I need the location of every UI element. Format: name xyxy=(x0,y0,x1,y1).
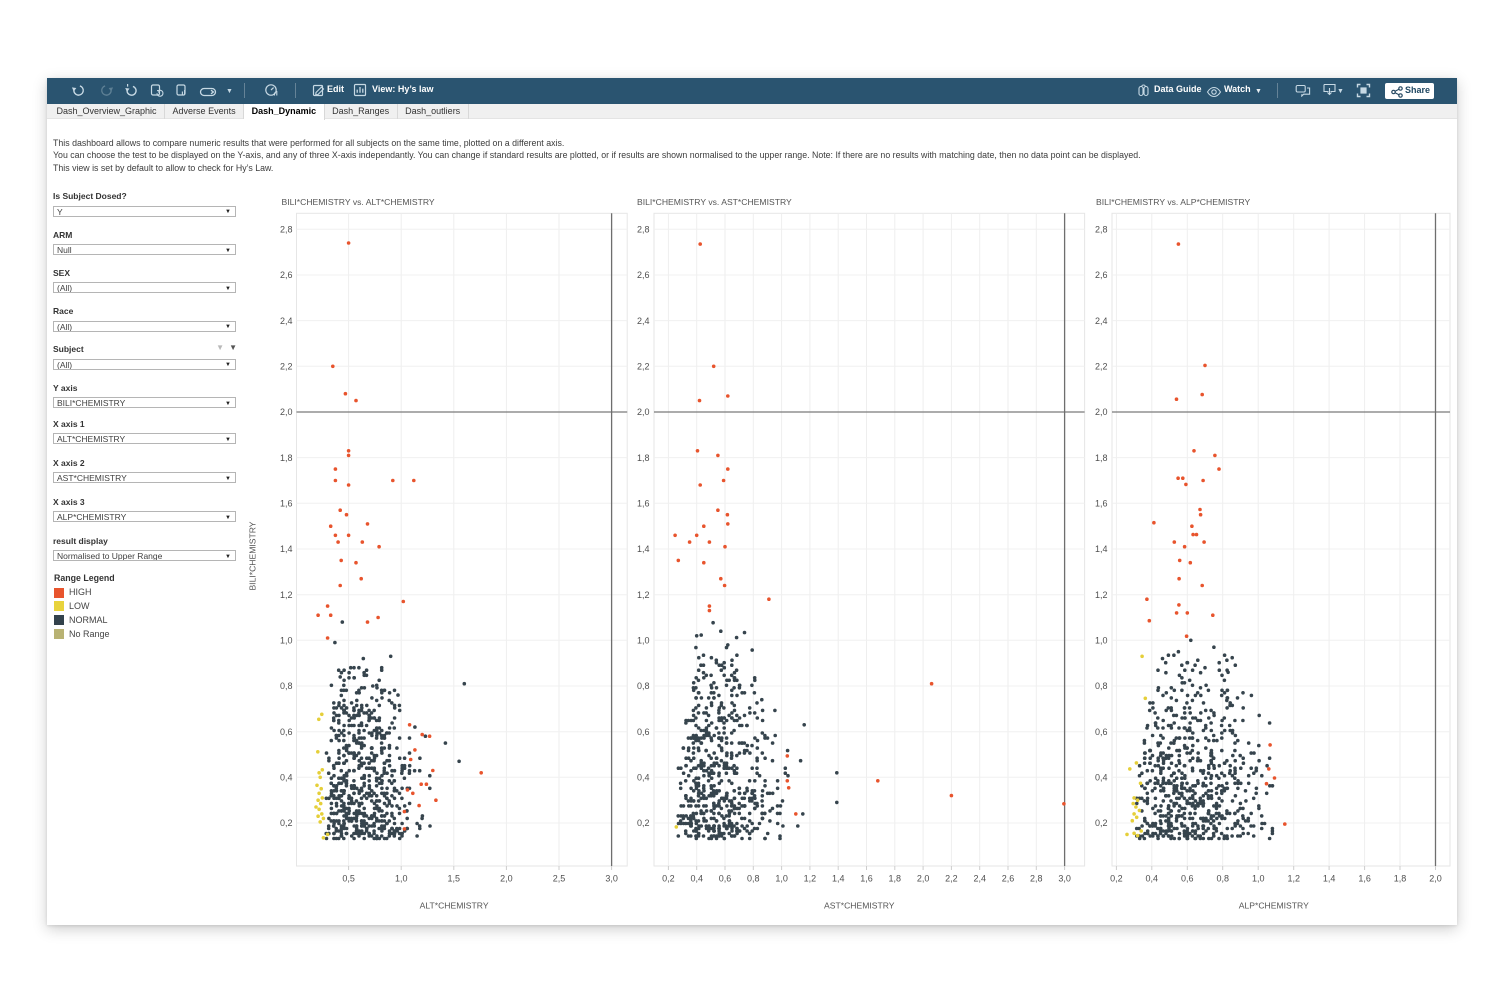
svg-text:0,2: 0,2 xyxy=(1110,874,1123,884)
svg-text:0,6: 0,6 xyxy=(280,727,293,737)
svg-text:1,0: 1,0 xyxy=(637,636,650,646)
svg-text:AST*CHEMISTRY: AST*CHEMISTRY xyxy=(824,901,895,911)
svg-text:1,0: 1,0 xyxy=(1095,636,1108,646)
svg-text:1,0: 1,0 xyxy=(395,874,408,884)
svg-text:1,2: 1,2 xyxy=(280,590,293,600)
svg-text:1,0: 1,0 xyxy=(1252,874,1265,884)
svg-text:1,8: 1,8 xyxy=(1095,453,1108,463)
svg-text:1,6: 1,6 xyxy=(637,499,650,509)
svg-text:1,5: 1,5 xyxy=(448,874,461,884)
svg-text:2,4: 2,4 xyxy=(1095,316,1108,326)
svg-text:1,4: 1,4 xyxy=(1323,874,1336,884)
svg-text:2,0: 2,0 xyxy=(637,407,650,417)
svg-text:1,8: 1,8 xyxy=(280,453,293,463)
svg-text:2,0: 2,0 xyxy=(500,874,513,884)
svg-text:2,6: 2,6 xyxy=(1002,874,1015,884)
svg-text:1,8: 1,8 xyxy=(637,453,650,463)
svg-text:0,6: 0,6 xyxy=(637,727,650,737)
svg-text:0,2: 0,2 xyxy=(662,874,675,884)
svg-text:0,8: 0,8 xyxy=(280,681,293,691)
svg-text:BILI*CHEMISTRY vs. AST*CHEMIST: BILI*CHEMISTRY vs. AST*CHEMISTRY xyxy=(637,197,792,207)
svg-text:2,2: 2,2 xyxy=(1095,362,1108,372)
svg-text:1,4: 1,4 xyxy=(280,544,293,554)
svg-text:2,4: 2,4 xyxy=(637,316,650,326)
svg-text:3,0: 3,0 xyxy=(1058,874,1071,884)
svg-text:2,6: 2,6 xyxy=(280,270,293,280)
svg-text:0,4: 0,4 xyxy=(1095,773,1108,783)
svg-text:1,2: 1,2 xyxy=(1287,874,1300,884)
svg-text:1,2: 1,2 xyxy=(804,874,817,884)
svg-text:2,2: 2,2 xyxy=(637,362,650,372)
svg-text:2,2: 2,2 xyxy=(280,362,293,372)
svg-text:BILI*CHEMISTRY: BILI*CHEMISTRY xyxy=(248,521,258,590)
svg-text:0,2: 0,2 xyxy=(1095,818,1108,828)
svg-text:ALP*CHEMISTRY: ALP*CHEMISTRY xyxy=(1239,901,1309,911)
svg-text:1,8: 1,8 xyxy=(889,874,902,884)
svg-text:2,0: 2,0 xyxy=(280,407,293,417)
svg-text:2,8: 2,8 xyxy=(1030,874,1043,884)
svg-text:1,6: 1,6 xyxy=(1095,499,1108,509)
svg-text:2,8: 2,8 xyxy=(1095,225,1108,235)
svg-text:1,4: 1,4 xyxy=(1095,544,1108,554)
svg-text:2,6: 2,6 xyxy=(637,270,650,280)
svg-text:1,6: 1,6 xyxy=(280,499,293,509)
svg-text:0,8: 0,8 xyxy=(747,874,760,884)
svg-text:1,2: 1,2 xyxy=(1095,590,1108,600)
svg-text:0,2: 0,2 xyxy=(280,818,293,828)
svg-text:ALT*CHEMISTRY: ALT*CHEMISTRY xyxy=(420,901,489,911)
svg-text:0,4: 0,4 xyxy=(690,874,703,884)
svg-text:0,5: 0,5 xyxy=(342,874,355,884)
svg-text:2,2: 2,2 xyxy=(945,874,958,884)
svg-text:1,6: 1,6 xyxy=(1358,874,1371,884)
svg-text:0,4: 0,4 xyxy=(1146,874,1159,884)
svg-text:1,2: 1,2 xyxy=(637,590,650,600)
svg-text:2,0: 2,0 xyxy=(917,874,930,884)
svg-text:0,4: 0,4 xyxy=(637,773,650,783)
svg-text:0,6: 0,6 xyxy=(1181,874,1194,884)
svg-text:0,6: 0,6 xyxy=(719,874,732,884)
svg-text:0,6: 0,6 xyxy=(1095,727,1108,737)
svg-text:2,5: 2,5 xyxy=(553,874,566,884)
svg-text:3,0: 3,0 xyxy=(605,874,618,884)
svg-text:2,0: 2,0 xyxy=(1095,407,1108,417)
svg-text:2,8: 2,8 xyxy=(280,225,293,235)
svg-text:1,0: 1,0 xyxy=(775,874,788,884)
svg-text:1,6: 1,6 xyxy=(860,874,873,884)
svg-text:2,8: 2,8 xyxy=(637,225,650,235)
svg-text:BILI*CHEMISTRY vs. ALP*CHEMIST: BILI*CHEMISTRY vs. ALP*CHEMISTRY xyxy=(1096,197,1251,207)
svg-text:1,8: 1,8 xyxy=(1394,874,1407,884)
svg-text:0,8: 0,8 xyxy=(1095,681,1108,691)
svg-text:1,4: 1,4 xyxy=(832,874,845,884)
svg-text:0,8: 0,8 xyxy=(637,681,650,691)
svg-text:2,6: 2,6 xyxy=(1095,270,1108,280)
svg-text:0,8: 0,8 xyxy=(1216,874,1229,884)
svg-text:1,4: 1,4 xyxy=(637,544,650,554)
svg-text:2,0: 2,0 xyxy=(1429,874,1442,884)
svg-text:1,0: 1,0 xyxy=(280,636,293,646)
svg-text:BILI*CHEMISTRY vs. ALT*CHEMIST: BILI*CHEMISTRY vs. ALT*CHEMISTRY xyxy=(282,197,435,207)
svg-text:0,4: 0,4 xyxy=(280,773,293,783)
svg-text:2,4: 2,4 xyxy=(280,316,293,326)
svg-text:2,4: 2,4 xyxy=(973,874,986,884)
svg-text:0,2: 0,2 xyxy=(637,818,650,828)
